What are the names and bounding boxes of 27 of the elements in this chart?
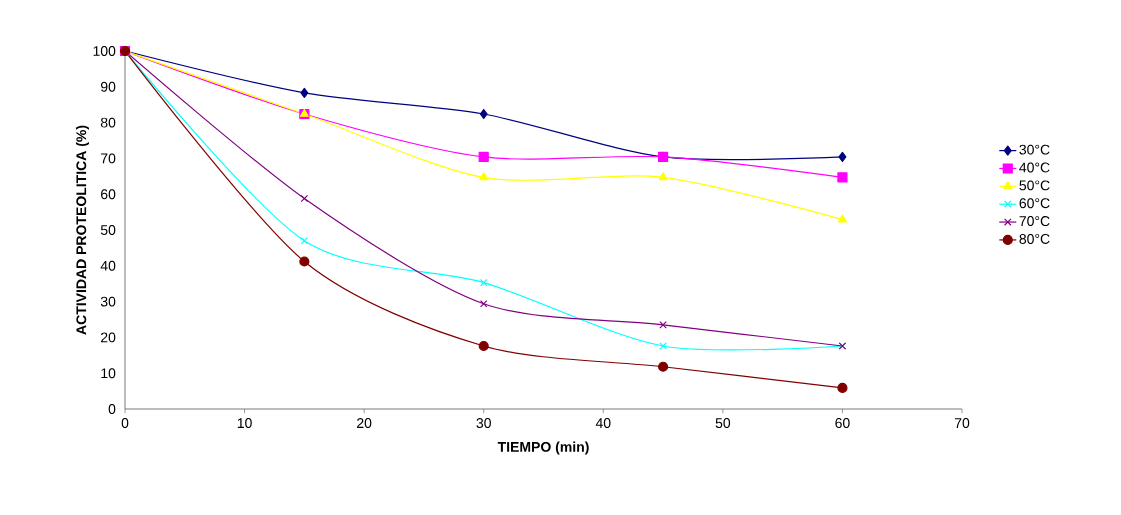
y-tick-label: 40 (100, 260, 116, 271)
legend-label: 70°C (1019, 216, 1050, 227)
x-tick-label: 60 (835, 418, 850, 429)
x-tick-label: 40 (595, 418, 611, 429)
y-tick-label: 10 (101, 368, 116, 379)
x-axis-title: TIEMPO (min) (497, 441, 589, 455)
x-tick-label: 10 (237, 418, 252, 429)
legend-label: 30°C (1019, 144, 1050, 155)
x-tick-label: 50 (715, 418, 731, 429)
legend-label: 60°C (1019, 198, 1050, 209)
y-tick-label: 100 (93, 46, 116, 56)
y-tick-label: 70 (101, 153, 116, 164)
y-tick-label: 90 (100, 81, 116, 92)
x-tick-label: 20 (357, 418, 372, 429)
y-tick-label: 60 (101, 189, 116, 200)
legend-label: 50°C (1019, 180, 1050, 191)
legend-label: 40°C (1019, 162, 1050, 173)
x-tick-label: 0 (121, 418, 129, 429)
y-tick-label: 50 (100, 225, 116, 235)
y-tick-label: 20 (101, 332, 116, 343)
x-tick-label: 70 (954, 418, 970, 429)
x-tick-label: 30 (476, 418, 491, 429)
legend-label: 80°C (1019, 233, 1050, 244)
y-tick-label: 80 (100, 117, 116, 128)
y-tick-label: 0 (108, 404, 116, 414)
y-tick-label: 30 (100, 296, 116, 307)
y-axis-title: ACTIVIDAD PROTEOLITICA (%) (75, 125, 89, 335)
